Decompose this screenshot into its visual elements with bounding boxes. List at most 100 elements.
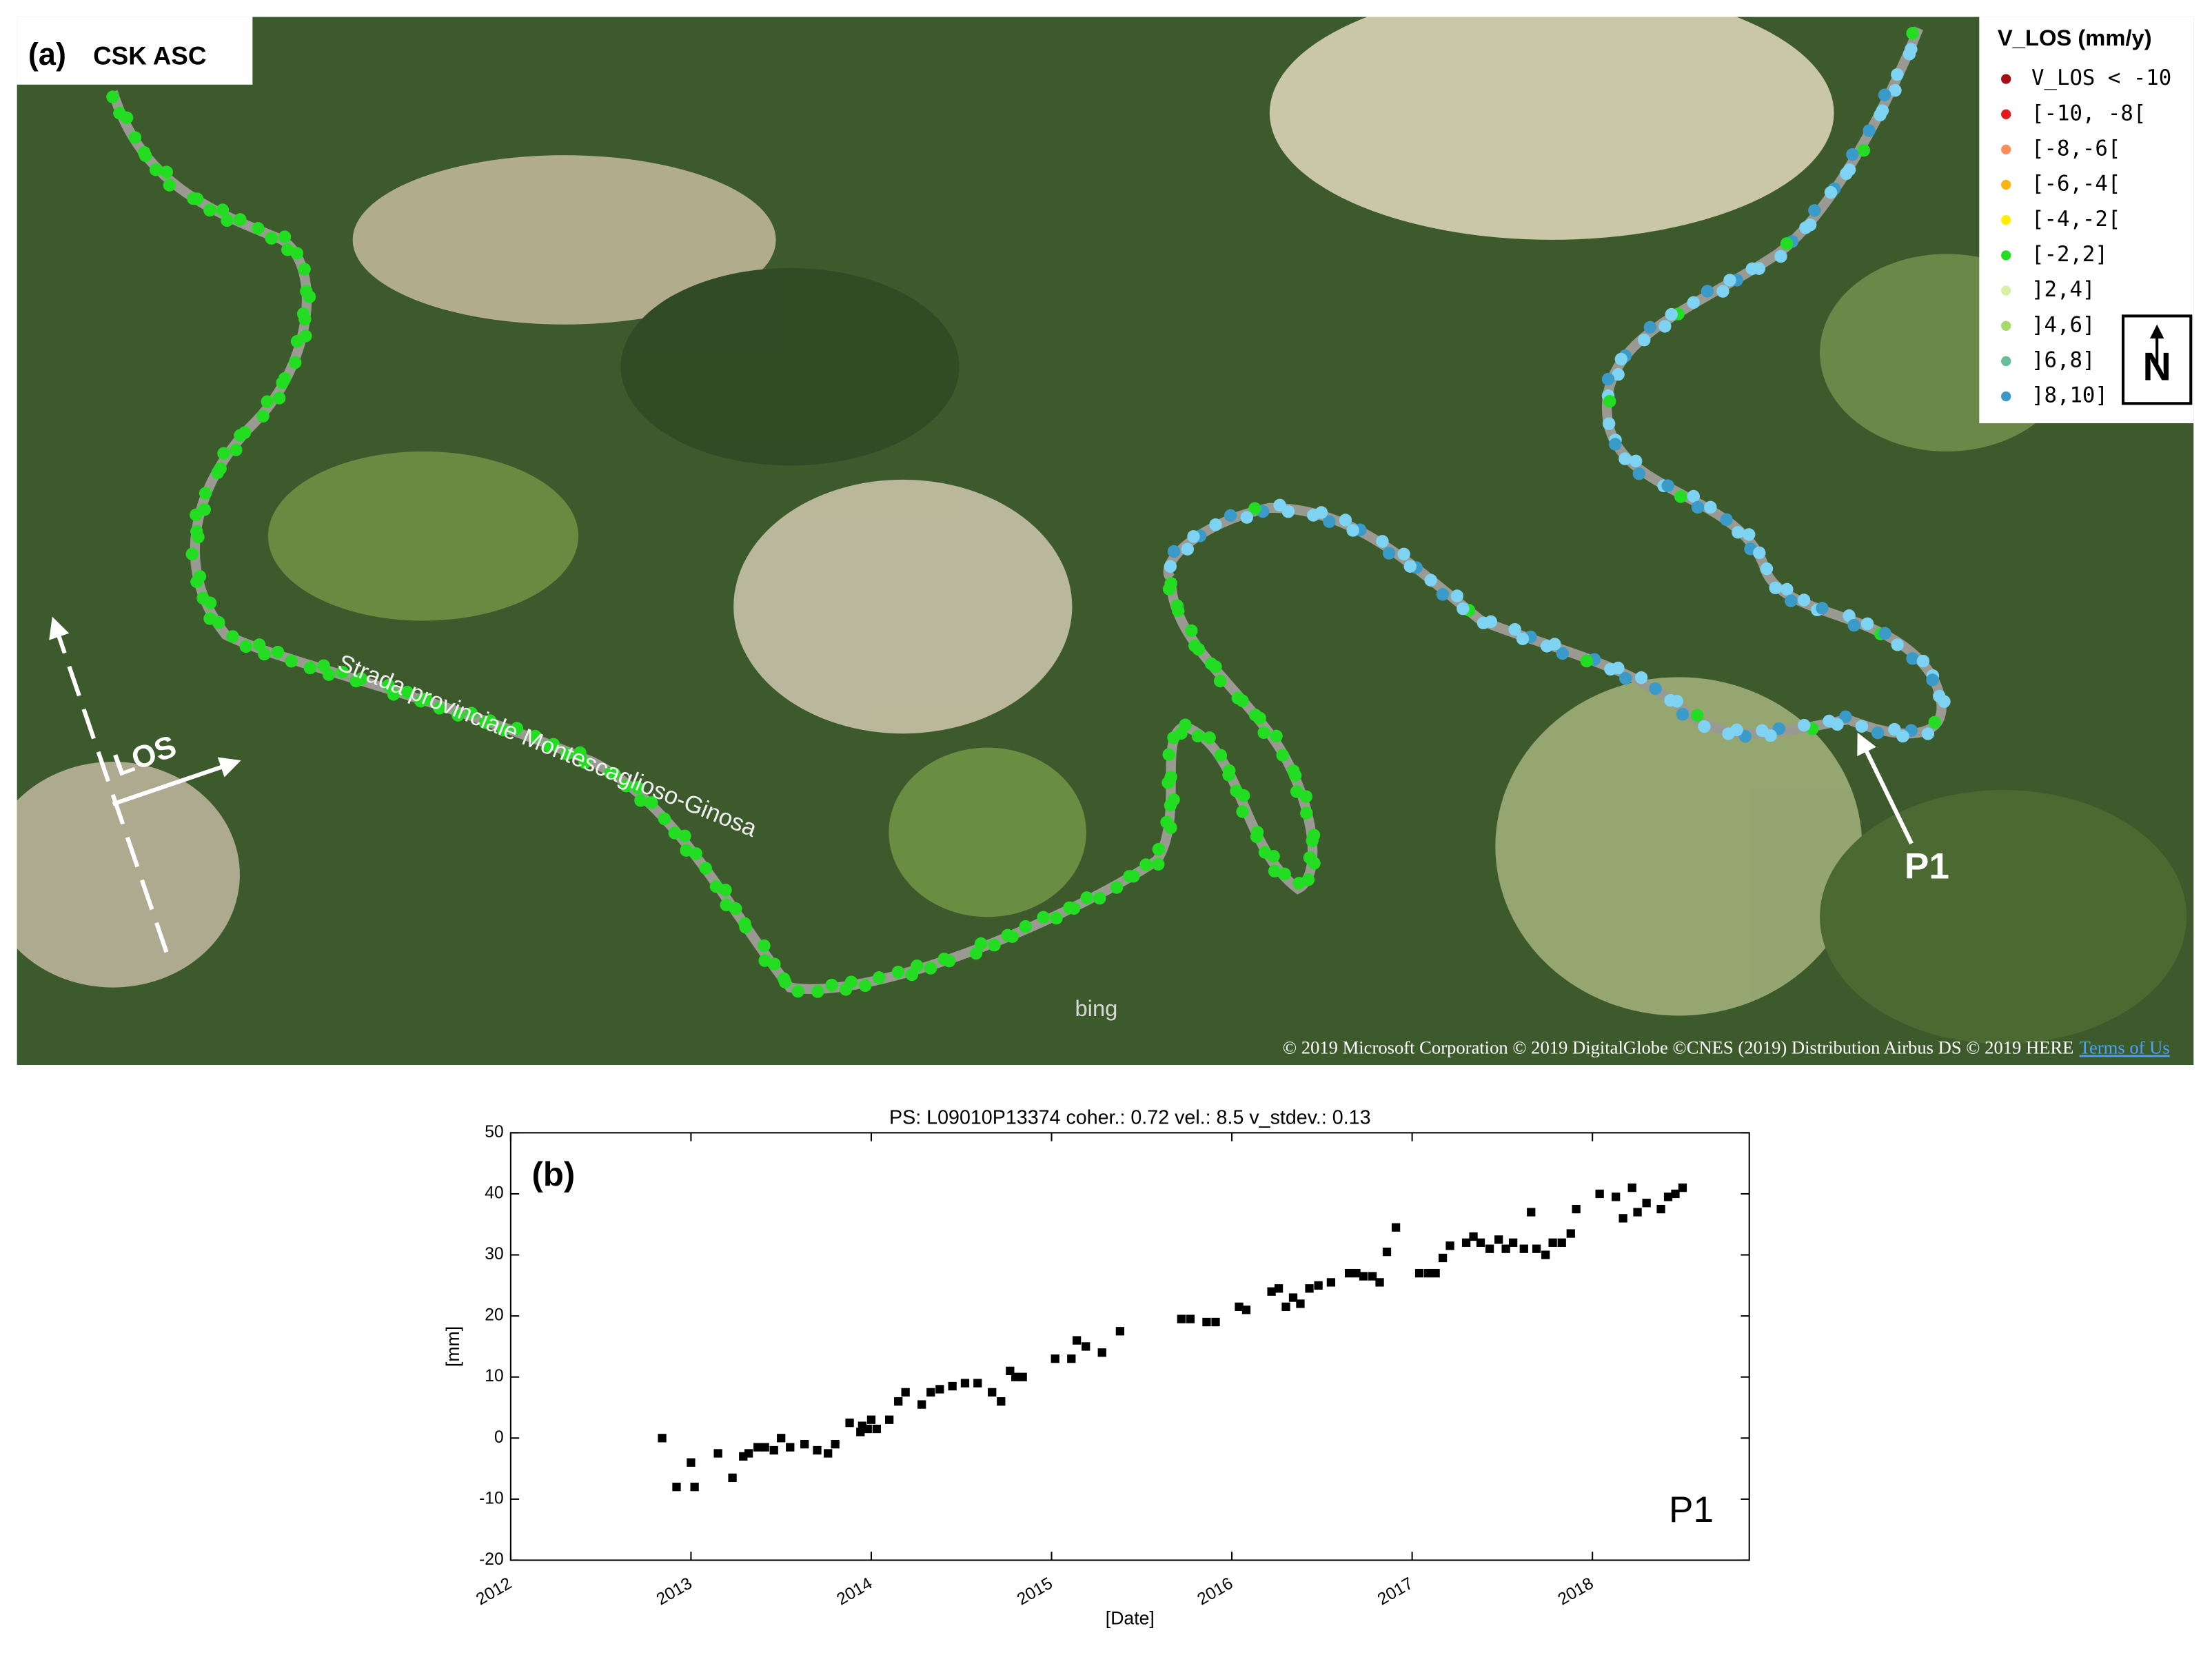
- ps-point: [212, 616, 225, 629]
- ps-point: [1665, 307, 1678, 321]
- ps-point: [1080, 891, 1093, 904]
- ps-point: [128, 131, 142, 144]
- ps-point: [1214, 749, 1228, 762]
- ps-point: [1278, 867, 1291, 881]
- ps-point: [1614, 352, 1628, 366]
- ps-point: [192, 530, 205, 544]
- ps-point: [1674, 490, 1687, 503]
- ps-point: [1300, 806, 1313, 820]
- point: [1267, 1287, 1276, 1296]
- chart: PS: L09010P13374 coher.: 0.72 vel.: 8.5 …: [443, 1106, 1750, 1628]
- map: Strada provinciale Montescaglioso-Ginosa…: [17, 17, 2194, 1066]
- ps-point: [1906, 652, 1919, 665]
- ps-point: [1267, 850, 1280, 863]
- point: [824, 1449, 833, 1458]
- legend-title: V_LOS (mm/y): [1998, 25, 2152, 50]
- ps-point: [1921, 727, 1935, 740]
- legend-marker: [2001, 250, 2011, 261]
- legend-marker: [2001, 109, 2011, 119]
- ps-point: [256, 409, 270, 423]
- ps-point: [211, 466, 224, 480]
- panel-label: (b): [532, 1156, 576, 1193]
- y-tick-label: -10: [479, 1489, 503, 1507]
- ps-point: [1457, 602, 1470, 616]
- ps-point: [699, 862, 712, 875]
- ps-point: [1780, 582, 1794, 596]
- point: [1288, 1293, 1298, 1302]
- ps-point: [163, 179, 176, 192]
- point: [1018, 1372, 1027, 1381]
- point: [1177, 1314, 1186, 1323]
- ps-point: [1716, 285, 1729, 298]
- north-arrowhead: [2149, 324, 2164, 339]
- point: [1211, 1317, 1220, 1327]
- x-tick-label: 2012: [473, 1574, 515, 1610]
- north-label: N: [2142, 345, 2171, 389]
- point: [1527, 1208, 1536, 1217]
- ps-point: [791, 984, 804, 998]
- legend-label: [-6,-4[: [2031, 172, 2120, 196]
- point: [1082, 1342, 1090, 1351]
- ps-point: [261, 395, 274, 408]
- ps-point: [1162, 748, 1175, 761]
- x-axis-label: [Date]: [1106, 1607, 1155, 1628]
- ps-point: [1888, 722, 1901, 736]
- p1-label: P1: [1905, 846, 1949, 887]
- ps-point: [1753, 546, 1766, 560]
- legend-marker: [2001, 179, 2011, 190]
- ps-point: [1301, 873, 1315, 886]
- ps-point: [1006, 930, 1019, 943]
- ps-point: [1290, 785, 1303, 798]
- ps-point: [1188, 639, 1201, 653]
- point: [1344, 1268, 1354, 1278]
- point: [973, 1379, 982, 1388]
- ps-point: [1603, 394, 1616, 408]
- y-tick-label: 50: [485, 1123, 503, 1141]
- legend-label: ]4,6]: [2031, 313, 2095, 337]
- point: [687, 1458, 696, 1467]
- point: [1595, 1189, 1604, 1199]
- ps-point: [451, 709, 465, 722]
- map-title: CSK ASC: [93, 42, 206, 70]
- ps-point: [1604, 662, 1617, 676]
- ps-point: [290, 334, 304, 348]
- ps-point: [239, 640, 252, 653]
- point: [1612, 1192, 1621, 1201]
- ps-point: [1619, 452, 1632, 465]
- point: [901, 1388, 910, 1397]
- point: [988, 1388, 997, 1397]
- ps-point: [1450, 589, 1464, 602]
- ps-point: [1303, 851, 1317, 864]
- ps-point: [1891, 68, 1904, 81]
- ps-point: [891, 966, 905, 979]
- ps-point: [1477, 616, 1490, 629]
- ps-point: [483, 714, 497, 727]
- ps-point: [1723, 274, 1736, 287]
- ps-point: [1878, 88, 1891, 101]
- point: [1051, 1354, 1059, 1363]
- ps-point: [729, 902, 742, 915]
- ps-point: [1556, 647, 1570, 660]
- ps-point: [574, 746, 587, 760]
- ps-point: [1938, 695, 1951, 709]
- y-axis-label: [mm]: [443, 1326, 463, 1367]
- ps-point: [1236, 805, 1249, 818]
- ps-point: [825, 978, 838, 992]
- ps-point: [149, 163, 163, 176]
- point: [1281, 1302, 1290, 1311]
- point: [1414, 1268, 1424, 1278]
- ps-point: [303, 290, 316, 303]
- ps-point: [1691, 709, 1704, 722]
- ps-point: [190, 192, 204, 205]
- ps-point: [1658, 320, 1672, 333]
- ps-point: [203, 596, 217, 609]
- ps-point: [1339, 514, 1352, 527]
- ps-point: [199, 487, 212, 500]
- ps-point: [1323, 515, 1336, 528]
- ps-point: [1889, 83, 1902, 97]
- ps-point: [1436, 588, 1450, 601]
- point: [1627, 1183, 1636, 1192]
- terms-link[interactable]: Terms of Us: [2080, 1037, 2170, 1058]
